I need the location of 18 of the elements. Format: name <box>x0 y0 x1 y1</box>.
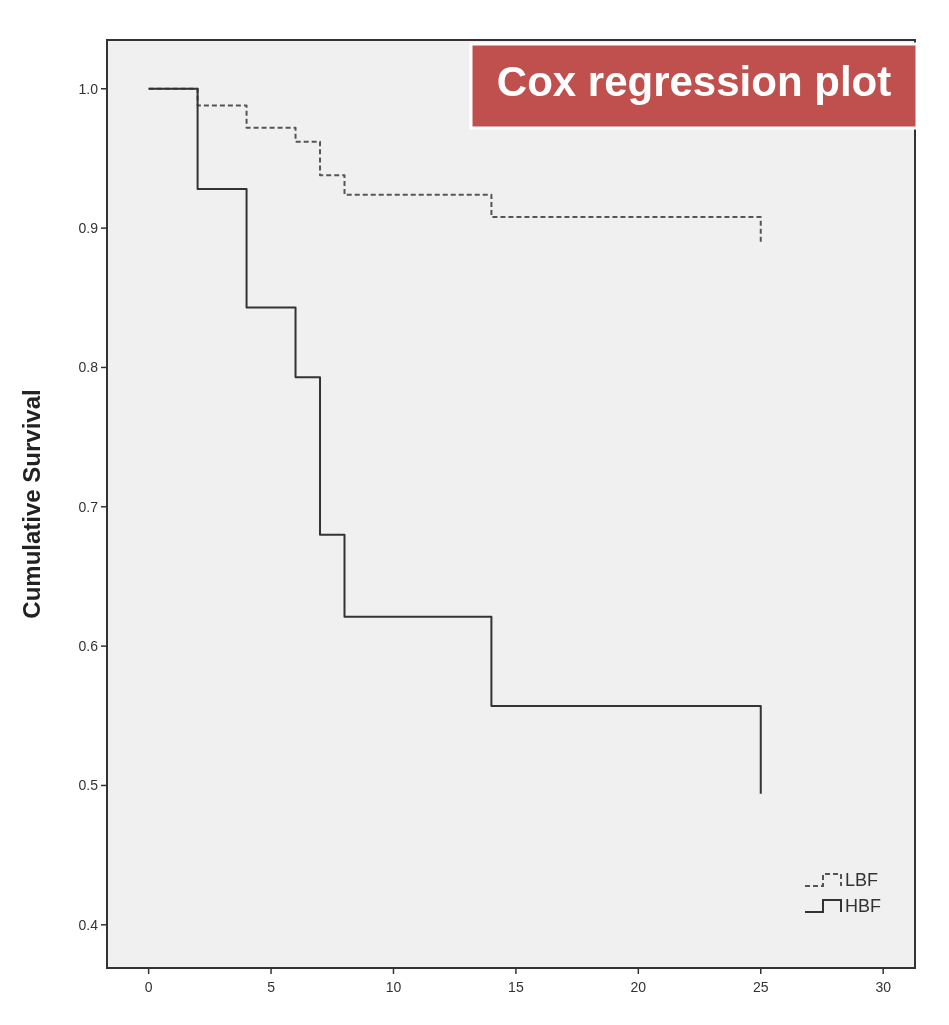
y-axis-title: Cumulative Survival <box>18 389 45 619</box>
y-tick-label: 0.4 <box>78 916 99 933</box>
x-tick-label: 15 <box>508 979 524 995</box>
y-tick-label: 0.8 <box>78 359 99 376</box>
chart-title: Cox regression plot <box>496 58 892 105</box>
x-tick-label: 25 <box>752 979 769 995</box>
legend-label: HBF <box>845 896 881 916</box>
y-tick-label: 0.5 <box>78 777 99 794</box>
x-tick-label: 10 <box>385 979 402 995</box>
y-tick-label: 0.6 <box>78 638 99 655</box>
y-tick-label: 0.7 <box>78 498 99 515</box>
x-tick-label: 20 <box>630 979 647 995</box>
x-tick-label: 0 <box>144 979 153 995</box>
x-tick-label: 30 <box>875 979 892 995</box>
y-tick-label: 1.0 <box>78 80 99 97</box>
y-tick-label: 0.9 <box>78 220 99 237</box>
legend-label: LBF <box>845 870 879 890</box>
x-tick-label: 5 <box>267 979 276 995</box>
